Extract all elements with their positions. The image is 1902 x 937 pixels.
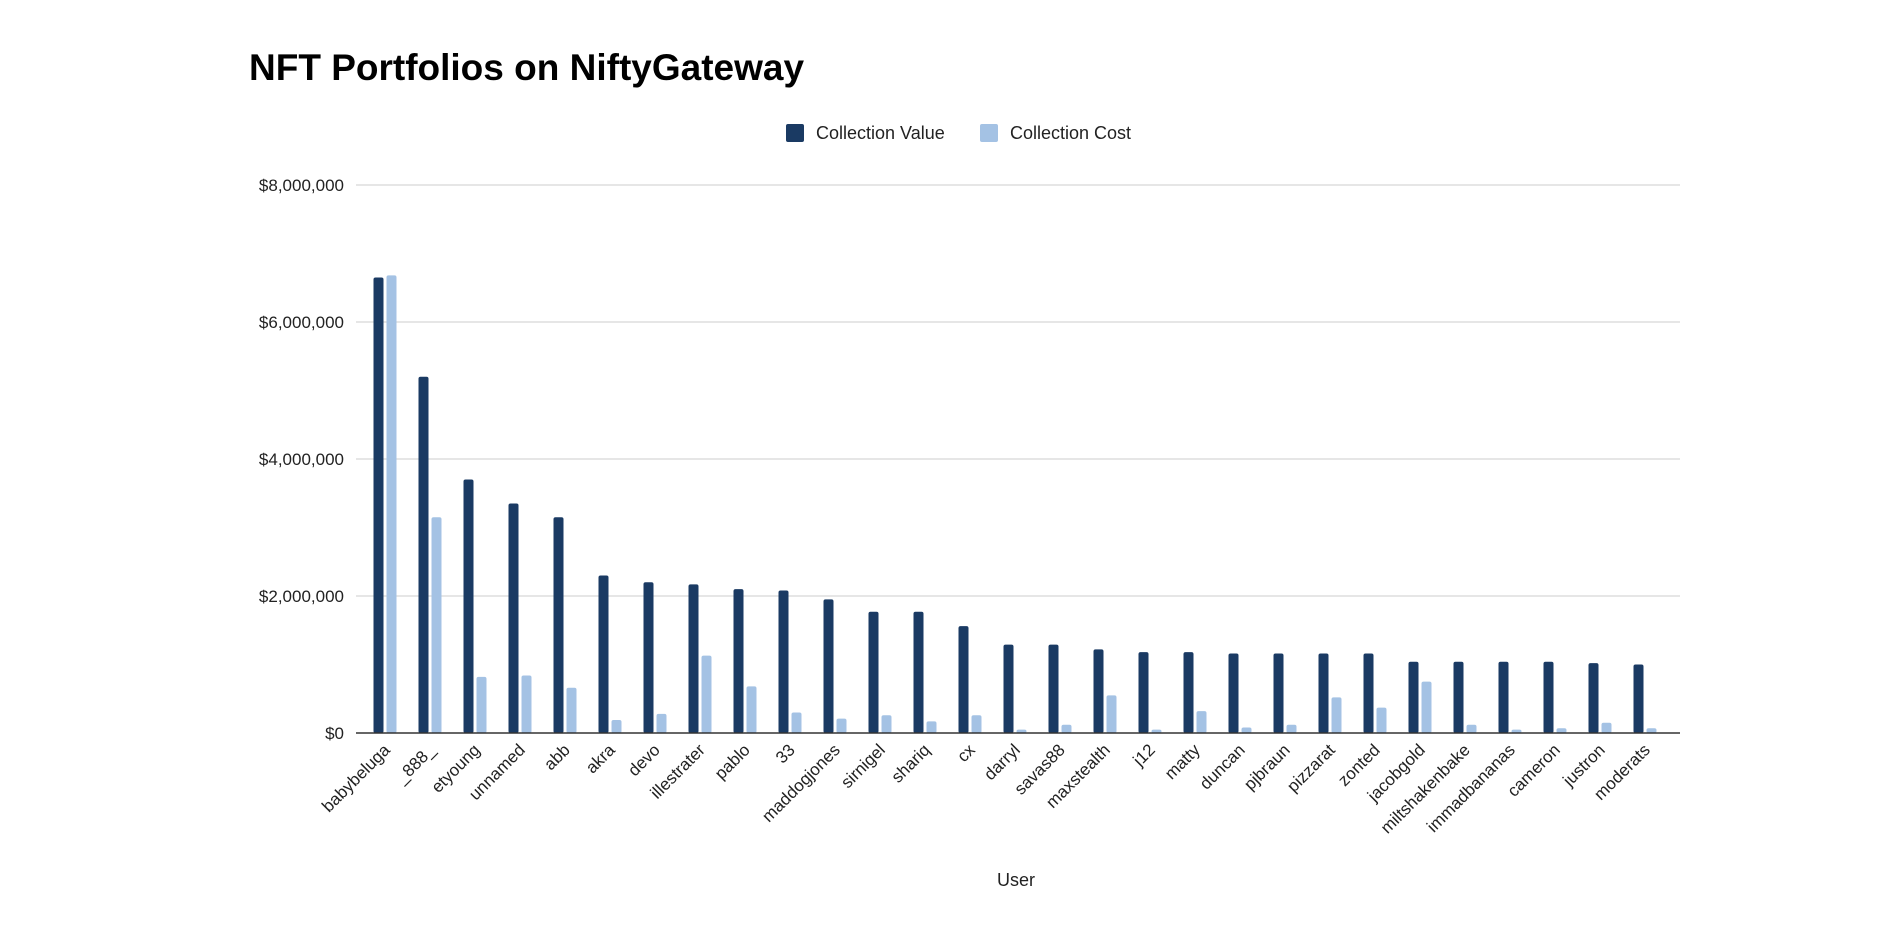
bar-collection-value-pjbraun[interactable] — [1273, 653, 1284, 733]
x-tick-label: akra — [582, 740, 619, 777]
bar-collection-cost-etyoung[interactable] — [476, 676, 487, 733]
bar-collection-cost-33[interactable] — [791, 712, 802, 733]
bar-collection-cost-duncan[interactable] — [1241, 727, 1252, 733]
bar-collection-value-miltshakenbake[interactable] — [1453, 661, 1464, 733]
bar-collection-value-maxstealth[interactable] — [1093, 649, 1104, 733]
bar-collection-cost-maddogjones[interactable] — [836, 718, 847, 733]
bar-collection-value-devo[interactable] — [643, 582, 654, 733]
bar-collection-value-sirnigel[interactable] — [868, 611, 879, 733]
bar-collection-cost-moderats[interactable] — [1646, 728, 1657, 733]
legend-label-collection-value: Collection Value — [816, 123, 945, 143]
bars — [373, 275, 1657, 734]
bar-collection-cost-darryl[interactable] — [1016, 729, 1027, 733]
x-tick-label: duncan — [1196, 740, 1249, 793]
x-tick-label: babybeluga — [318, 740, 394, 816]
x-tick-label: pablo — [711, 740, 754, 783]
bar-collection-cost-miltshakenbake[interactable] — [1466, 724, 1477, 733]
bar-collection-value-cameron[interactable] — [1543, 661, 1554, 733]
bar-collection-value-matty[interactable] — [1183, 652, 1194, 733]
x-tick-label: devo — [624, 740, 664, 780]
y-tick-label: $8,000,000 — [259, 176, 344, 195]
y-tick-label: $0 — [325, 724, 344, 743]
y-axis-ticks: $0 $2,000,000 $4,000,000 $6,000,000 $8,000,0… — [259, 176, 344, 743]
bar-collection-cost-matty[interactable] — [1196, 711, 1207, 733]
bar-collection-value-etyoung[interactable] — [463, 479, 474, 733]
y-tick-label: $6,000,000 — [259, 313, 344, 332]
bar-collection-cost-pjbraun[interactable] — [1286, 724, 1297, 733]
bar-collection-value-33[interactable] — [778, 590, 789, 733]
bar-collection-cost-immadbananas[interactable] — [1511, 729, 1522, 733]
bar-collection-cost-cameron[interactable] — [1556, 728, 1567, 733]
x-axis-title: User — [997, 870, 1035, 890]
x-tick-label: pizzarat — [1283, 740, 1339, 796]
bar-collection-value-jacobgold[interactable] — [1408, 661, 1419, 733]
bar-collection-cost-j12[interactable] — [1151, 729, 1162, 733]
bar-collection-value-pablo[interactable] — [733, 589, 744, 733]
bar-collection-value-darryl[interactable] — [1003, 644, 1014, 733]
bar-collection-cost-jacobgold[interactable] — [1421, 681, 1432, 733]
bar-collection-value-akra[interactable] — [598, 575, 609, 733]
x-tick-label: maddogjones — [758, 740, 844, 826]
bar-collection-value-moderats[interactable] — [1633, 664, 1644, 734]
bar-collection-value-j12[interactable] — [1138, 652, 1149, 733]
bar-collection-value-888[interactable] — [418, 376, 429, 733]
legend-swatch-collection-cost — [980, 124, 998, 142]
bar-collection-value-babybeluga[interactable] — [373, 277, 384, 733]
bar-collection-cost-maxstealth[interactable] — [1106, 695, 1117, 733]
x-tick-label: cx — [953, 740, 979, 766]
legend: Collection Value Collection Cost — [786, 123, 1131, 143]
bar-collection-value-abb[interactable] — [553, 517, 564, 733]
bar-collection-cost-shariq[interactable] — [926, 721, 937, 733]
bar-collection-cost-illestrater[interactable] — [701, 655, 712, 733]
bar-collection-cost-devo[interactable] — [656, 713, 667, 733]
bar-collection-value-zonted[interactable] — [1363, 653, 1374, 733]
bar-collection-cost-pizzarat[interactable] — [1331, 697, 1342, 733]
bar-collection-value-maddogjones[interactable] — [823, 599, 834, 733]
bar-collection-cost-abb[interactable] — [566, 687, 577, 733]
bar-collection-value-illestrater[interactable] — [688, 584, 699, 733]
legend-item-collection-value[interactable]: Collection Value — [786, 123, 945, 143]
bar-collection-cost-cx[interactable] — [971, 715, 982, 733]
bar-collection-value-unnamed[interactable] — [508, 503, 519, 733]
legend-item-collection-cost[interactable]: Collection Cost — [980, 123, 1131, 143]
y-tick-label: $4,000,000 — [259, 450, 344, 469]
bar-collection-value-immadbananas[interactable] — [1498, 661, 1509, 733]
bar-collection-value-savas88[interactable] — [1048, 644, 1059, 733]
bar-collection-value-cx[interactable] — [958, 626, 969, 733]
bar-collection-cost-savas88[interactable] — [1061, 724, 1072, 733]
bar-collection-cost-akra[interactable] — [611, 719, 622, 733]
bar-collection-cost-sirnigel[interactable] — [881, 715, 892, 733]
gridlines — [356, 184, 1680, 597]
bar-collection-cost-justron[interactable] — [1601, 722, 1612, 733]
legend-swatch-collection-value — [786, 124, 804, 142]
bar-collection-cost-pablo[interactable] — [746, 686, 757, 733]
x-tick-label: j12 — [1129, 740, 1159, 770]
x-tick-label: 33 — [772, 740, 799, 767]
x-tick-label: abb — [540, 740, 573, 773]
x-tick-label: shariq — [888, 740, 934, 786]
bar-collection-cost-888[interactable] — [431, 517, 442, 733]
bar-collection-cost-babybeluga[interactable] — [386, 275, 397, 733]
bar-collection-value-duncan[interactable] — [1228, 653, 1239, 733]
bar-collection-cost-unnamed[interactable] — [521, 675, 532, 733]
chart-title: NFT Portfolios on NiftyGateway — [249, 47, 804, 88]
bar-collection-value-justron[interactable] — [1588, 663, 1599, 733]
bar-collection-cost-zonted[interactable] — [1376, 707, 1387, 733]
legend-label-collection-cost: Collection Cost — [1010, 123, 1131, 143]
y-tick-label: $2,000,000 — [259, 587, 344, 606]
bar-collection-value-pizzarat[interactable] — [1318, 653, 1329, 733]
bar-collection-value-shariq[interactable] — [913, 611, 924, 733]
x-tick-label: sirnigel — [837, 740, 889, 792]
